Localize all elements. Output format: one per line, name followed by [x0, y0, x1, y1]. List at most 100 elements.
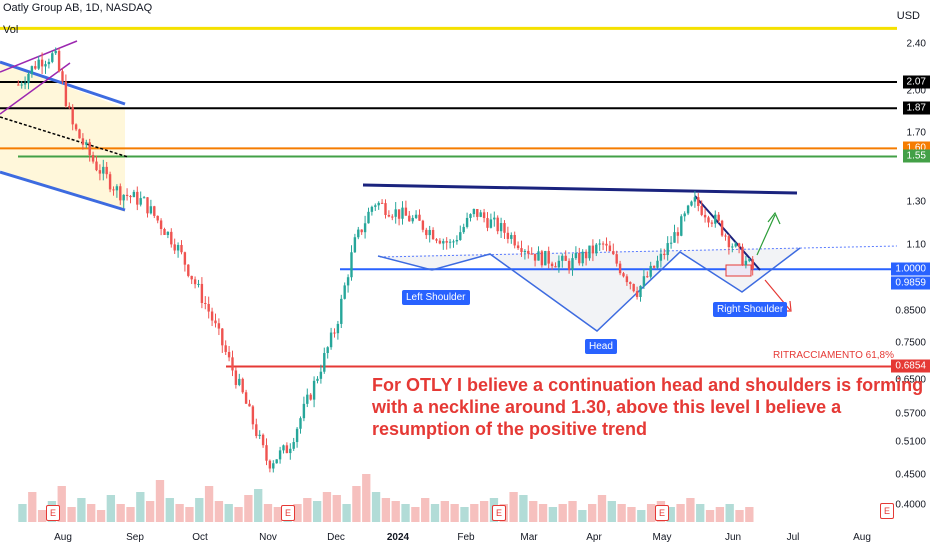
y-tick: 0.4000 [895, 499, 926, 511]
candle-body [17, 84, 20, 86]
volume-bar [204, 486, 214, 522]
volume-bar [470, 504, 479, 522]
candle-body [380, 202, 384, 204]
y-tick: 0.5100 [895, 436, 926, 448]
candle-body [183, 252, 187, 265]
candle-body [68, 106, 71, 108]
volume-bar [745, 507, 754, 522]
candle-body [112, 189, 115, 191]
volume-bar [155, 480, 165, 522]
candle-body [115, 186, 119, 191]
candle-body [554, 266, 557, 268]
candle-body [680, 216, 683, 236]
candle-body [707, 217, 710, 223]
earnings-marker-icon[interactable]: E [880, 503, 894, 519]
candle-body [710, 222, 714, 224]
volume-bar [578, 510, 587, 522]
volume-bar [479, 501, 489, 522]
candle-body [683, 213, 686, 217]
candle-body [302, 403, 306, 419]
volume-label: Vol [3, 24, 19, 36]
candle-body [652, 265, 656, 268]
y-tick: 0.5700 [895, 408, 926, 420]
y-tick: 2.00 [906, 85, 926, 97]
candle-body [601, 243, 605, 245]
candle-body [363, 223, 367, 233]
volume-bar [96, 510, 106, 522]
note-line-1: For OTLY I believe a continuation head a… [372, 375, 924, 395]
candle-body [659, 253, 663, 261]
candle-body [459, 232, 462, 240]
volume-bar [529, 501, 538, 522]
candle-body [744, 260, 748, 266]
x-tick: Oct [192, 532, 208, 543]
candle-body [336, 323, 340, 334]
candle-body [605, 243, 608, 246]
candle-body [323, 353, 326, 372]
candle-body [557, 260, 561, 268]
y-tick: 0.4500 [895, 469, 926, 481]
volume-bar [37, 510, 47, 522]
candle-body [119, 186, 122, 201]
x-tick: Aug [853, 532, 871, 543]
volume-bar [450, 504, 459, 522]
candle-body [275, 459, 278, 464]
candle-body [462, 226, 465, 233]
candle-body [584, 251, 588, 259]
earnings-marker-icon[interactable]: E [492, 505, 506, 521]
candle-body [489, 219, 493, 228]
candle-body [720, 220, 724, 236]
candle-body [265, 445, 268, 461]
volume-bar [185, 507, 194, 522]
candle-body [146, 197, 149, 214]
candle-body [217, 323, 221, 329]
candle-body [408, 215, 411, 222]
y-tick: 1.30 [906, 196, 926, 208]
volume-bar [165, 498, 174, 522]
candle-body [258, 434, 261, 436]
candle-body [261, 434, 265, 446]
candle-body [340, 298, 343, 324]
candle-body [102, 166, 105, 174]
volume-bar [77, 498, 86, 522]
candle-body [105, 166, 108, 175]
volume-bar [254, 489, 263, 522]
volume-bar [735, 510, 744, 522]
candle-body [431, 229, 435, 240]
earnings-marker-icon[interactable]: E [655, 505, 669, 521]
volume-bar [460, 507, 469, 522]
candle-body [595, 244, 598, 254]
volume-bar [588, 504, 597, 522]
trend-dotted-line [0, 116, 129, 158]
candle-body [166, 231, 170, 235]
candle-body [703, 214, 707, 218]
candle-body [20, 84, 23, 86]
candle-body [309, 394, 312, 400]
volume-bar [597, 495, 607, 522]
candle-body [357, 229, 360, 238]
candle-body [292, 442, 295, 449]
earnings-marker-icon[interactable]: E [281, 505, 295, 521]
candle-body [353, 237, 357, 253]
volume-bar [263, 504, 273, 522]
candle-body [615, 254, 618, 264]
candle-body [367, 211, 370, 224]
x-tick: Sep [126, 532, 144, 543]
volume-bar [519, 495, 528, 522]
candle-body [493, 217, 496, 220]
candle-body [132, 191, 136, 198]
candle-body [676, 232, 680, 236]
x-tick: 2024 [386, 532, 410, 543]
candle-body [85, 142, 88, 145]
candle-body [448, 241, 452, 243]
candle-body [581, 251, 584, 264]
candle-body [251, 406, 255, 425]
volume-bar [234, 507, 243, 522]
candle-body [731, 246, 734, 248]
earnings-marker-icon[interactable]: E [46, 505, 60, 521]
volume-bar [607, 501, 616, 522]
candle-body [91, 155, 95, 162]
candle-body [374, 205, 377, 207]
candle-body [482, 212, 486, 219]
